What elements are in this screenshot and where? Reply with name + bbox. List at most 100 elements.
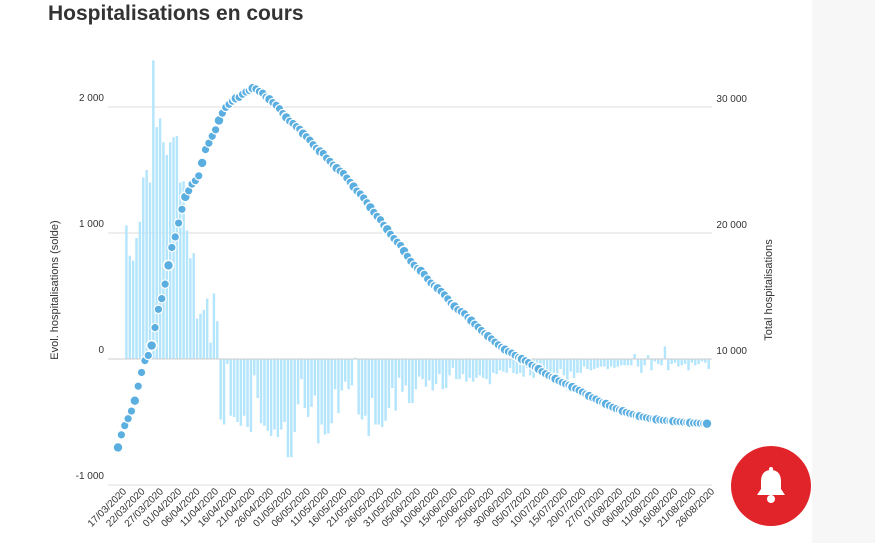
line-point[interactable]: [196, 157, 208, 169]
line-point[interactable]: [701, 417, 713, 430]
bar: [663, 346, 667, 359]
bar: [142, 177, 145, 359]
bar: [694, 359, 697, 366]
bar: [616, 359, 620, 367]
bar: [162, 142, 165, 359]
bell-icon: [757, 467, 785, 503]
line-point[interactable]: [156, 293, 167, 304]
bar: [239, 359, 243, 426]
bar: [656, 359, 660, 365]
bar: [323, 359, 327, 435]
bar: [613, 359, 616, 368]
bar: [199, 313, 202, 359]
line-point[interactable]: [133, 381, 143, 392]
line-point[interactable]: [193, 170, 204, 181]
left-tick-label: 2 000: [79, 93, 104, 104]
bar: [131, 260, 135, 359]
line-point[interactable]: [126, 406, 137, 416]
notification-bell-button[interactable]: [731, 446, 811, 526]
bar: [559, 359, 562, 370]
line-point[interactable]: [170, 232, 181, 242]
left-tick-label: -1 000: [76, 471, 105, 482]
bar: [148, 182, 152, 359]
left-axis-title: Evol. hospitalisations (solde): [49, 220, 61, 359]
bar: [660, 359, 663, 366]
bar: [310, 359, 313, 407]
bar: [280, 359, 283, 430]
bar: [431, 359, 434, 391]
bar: [619, 359, 623, 366]
bar: [640, 359, 643, 373]
line-point[interactable]: [150, 322, 160, 333]
bar: [182, 181, 185, 359]
line-point[interactable]: [173, 218, 184, 228]
bar: [370, 359, 374, 399]
bar: [165, 154, 169, 359]
bar: [502, 359, 505, 372]
line-point[interactable]: [129, 394, 141, 407]
bar: [384, 359, 387, 421]
bar: [603, 359, 606, 367]
bar: [609, 359, 613, 367]
bar: [461, 359, 465, 375]
line-point[interactable]: [123, 413, 133, 424]
line-point[interactable]: [177, 204, 187, 215]
bar: [283, 359, 286, 422]
bar: [680, 359, 683, 366]
bar: [697, 359, 700, 365]
line-point[interactable]: [136, 367, 147, 378]
bar: [397, 359, 401, 378]
bar: [643, 359, 646, 366]
bar: [653, 359, 657, 362]
bar: [243, 359, 246, 416]
bar: [256, 359, 259, 399]
bar: [360, 359, 364, 420]
bar: [556, 359, 559, 375]
line-point[interactable]: [160, 279, 170, 289]
bar: [582, 359, 586, 367]
line-point[interactable]: [112, 441, 124, 454]
bar: [340, 359, 344, 391]
bar: [505, 359, 508, 373]
line-point[interactable]: [153, 304, 164, 315]
bar: [471, 359, 475, 382]
bar: [572, 359, 576, 378]
bar: [562, 359, 566, 376]
line-point[interactable]: [143, 350, 154, 361]
bar: [343, 359, 347, 382]
bar: [566, 359, 569, 391]
bar: [606, 359, 609, 370]
bar: [125, 225, 128, 359]
bar: [202, 309, 206, 359]
bar: [508, 359, 512, 368]
bar: [428, 359, 431, 381]
bar: [306, 359, 310, 417]
bar: [135, 238, 138, 359]
line-point[interactable]: [210, 125, 221, 135]
line-layer: [112, 82, 713, 454]
bar: [455, 359, 458, 380]
bar: [330, 359, 333, 424]
bar: [407, 359, 411, 404]
bar: [424, 359, 428, 387]
bar: [189, 258, 192, 359]
bar: [465, 359, 468, 382]
bar: [222, 359, 226, 425]
bar: [630, 359, 633, 366]
bar: [636, 359, 640, 367]
line-point[interactable]: [145, 339, 158, 352]
line-point[interactable]: [116, 430, 127, 440]
bar: [414, 359, 418, 390]
bar: [313, 359, 317, 396]
bar: [276, 359, 280, 438]
bar: [259, 359, 263, 424]
bar: [448, 359, 451, 376]
line-point[interactable]: [167, 242, 177, 253]
line-point[interactable]: [162, 259, 175, 272]
bar: [350, 359, 354, 386]
bar: [569, 359, 572, 372]
bar: [683, 359, 687, 365]
bar: [404, 359, 407, 386]
bar: [337, 359, 340, 414]
